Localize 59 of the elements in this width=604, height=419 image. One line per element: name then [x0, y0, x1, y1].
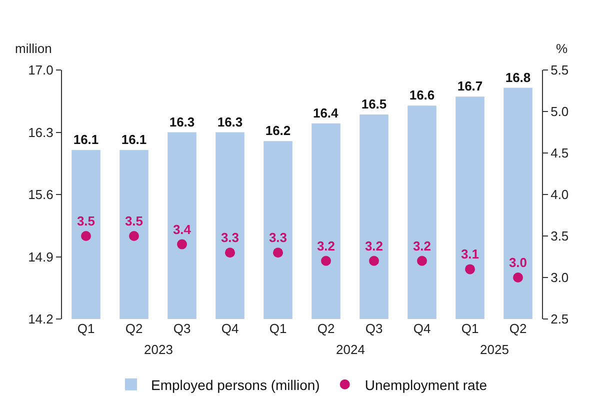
x-tick-label: Q2: [317, 321, 335, 336]
text: 2025: [480, 342, 509, 357]
data-label: 16.1: [121, 132, 147, 148]
y2-tick-label: 3.5: [550, 228, 569, 244]
x-tick-label: Q2: [509, 321, 527, 336]
x-tick-label: Q4: [221, 321, 239, 336]
y-tick-label: 17.0: [28, 62, 54, 78]
data-label: 3.2: [412, 238, 432, 254]
data-label: 3.3: [268, 230, 288, 246]
point: [321, 256, 331, 266]
text: 2024: [336, 342, 365, 357]
y-tick-label: 14.9: [28, 249, 54, 264]
data-label: 16.2: [265, 123, 291, 138]
data-label: 3.1: [460, 246, 480, 262]
x-tick-label: Q3: [365, 321, 383, 336]
y2-tick-label: 3.0: [550, 270, 569, 286]
x-tick-label: Q3: [173, 321, 191, 336]
data-label: 16.7: [457, 78, 483, 94]
data-label: 16.5: [361, 96, 387, 112]
y-tick-label: 15.6: [28, 187, 54, 202]
y2-axis-title: %: [556, 41, 568, 56]
point: [225, 248, 235, 258]
data-label: 16.3: [217, 114, 243, 130]
data-label: 3.3: [220, 230, 240, 246]
text: 2023: [144, 342, 173, 357]
data-label: 3.0: [508, 255, 528, 270]
data-label: 3.4: [172, 222, 192, 237]
point: [129, 231, 139, 241]
y2-tick-label: 4.0: [550, 187, 569, 202]
legend-label: Employed persons (million): [151, 376, 320, 393]
y2-tick-label: 2.5: [550, 312, 569, 327]
data-label: 16.8: [505, 70, 531, 85]
y2-tick-label: 4.5: [550, 146, 569, 161]
point: [81, 231, 91, 241]
point: [177, 239, 187, 250]
data-label: 16.6: [409, 88, 435, 103]
data-label: 3.2: [364, 238, 384, 254]
x-tick-label: Q1: [461, 321, 479, 336]
point: [513, 272, 523, 282]
data-label: 16.4: [312, 105, 340, 120]
y2-tick-label: 5.0: [550, 104, 569, 120]
data-label: 16.1: [73, 132, 99, 148]
point: [465, 264, 475, 274]
point: [417, 256, 427, 266]
y-axis-title: million: [15, 41, 52, 56]
data-label: 3.2: [316, 238, 336, 254]
data-label: 3.5: [124, 214, 144, 228]
y-tick-label: 16.3: [28, 124, 54, 140]
y2-tick-label: 5.5: [550, 62, 569, 78]
x-tick-label: Q2: [125, 321, 143, 336]
x-tick-label: Q4: [413, 321, 431, 336]
data-label: 3.5: [76, 214, 96, 228]
data-label: 16.3: [169, 114, 195, 130]
x-tick-label: Q1: [77, 321, 95, 336]
point: [273, 248, 283, 258]
legend-label: Unemployment rate: [364, 376, 488, 393]
x-tick-label: Q1: [269, 321, 287, 336]
point: [369, 256, 379, 266]
y-tick-label: 14.2: [28, 312, 54, 327]
